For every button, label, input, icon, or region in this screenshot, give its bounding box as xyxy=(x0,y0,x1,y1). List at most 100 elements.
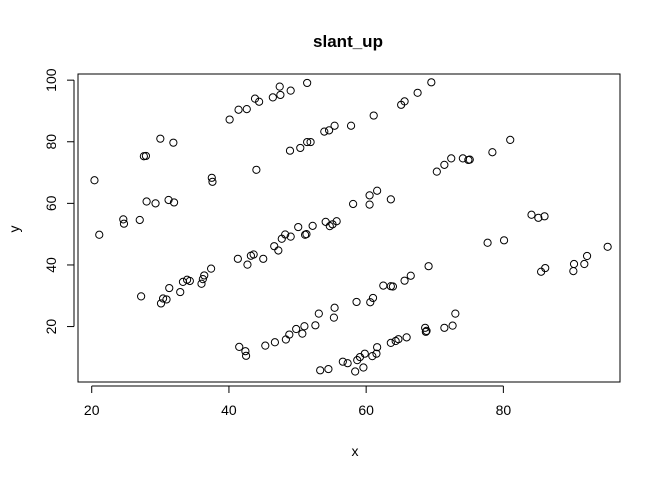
data-point xyxy=(421,327,430,336)
data-point xyxy=(119,219,129,228)
data-point xyxy=(352,297,361,307)
data-point xyxy=(308,221,317,230)
data-point xyxy=(394,335,403,344)
data-point xyxy=(142,197,151,206)
data-point xyxy=(365,200,374,209)
data-point xyxy=(198,275,207,284)
data-point xyxy=(386,338,395,347)
data-point xyxy=(320,127,329,136)
y-tick-label: 20 xyxy=(43,319,59,335)
data-point xyxy=(270,242,279,251)
data-point xyxy=(343,359,352,368)
data-point xyxy=(225,115,234,124)
data-point xyxy=(285,330,294,339)
data-point xyxy=(603,242,612,251)
data-point xyxy=(197,279,206,288)
data-point xyxy=(119,215,128,224)
data-point xyxy=(321,217,330,226)
data-point xyxy=(447,154,456,163)
data-point xyxy=(252,165,261,174)
data-point xyxy=(569,267,578,276)
data-point xyxy=(349,199,358,209)
data-point xyxy=(286,86,295,95)
data-point xyxy=(276,90,285,100)
x-tick-label: 60 xyxy=(358,402,374,418)
data-point xyxy=(324,364,333,374)
data-point xyxy=(499,236,509,245)
data-point xyxy=(360,349,369,358)
data-point xyxy=(432,167,441,176)
data-point xyxy=(353,356,362,365)
data-point xyxy=(292,324,301,334)
data-point xyxy=(259,254,268,263)
data-point xyxy=(233,254,242,263)
data-point xyxy=(208,177,217,186)
data-point xyxy=(303,78,312,88)
data-point xyxy=(255,97,264,106)
data-point xyxy=(338,357,347,366)
data-point xyxy=(465,155,474,164)
data-point xyxy=(156,134,165,143)
data-point xyxy=(311,321,320,330)
data-point xyxy=(165,283,174,293)
data-point xyxy=(243,260,252,269)
data-point xyxy=(274,246,283,255)
x-axis-label: x xyxy=(352,443,359,459)
data-point xyxy=(440,160,449,169)
data-point xyxy=(158,294,168,303)
x-axis: 20 40 60 80 xyxy=(84,385,511,418)
chart-title: slant_up xyxy=(313,32,383,51)
data-point xyxy=(569,259,579,269)
data-point xyxy=(369,111,378,120)
data-point xyxy=(451,309,460,318)
data-point xyxy=(388,282,398,291)
data-point xyxy=(296,143,305,153)
data-point xyxy=(135,215,144,225)
data-point xyxy=(200,271,209,280)
data-point xyxy=(169,138,178,147)
data-point xyxy=(373,186,382,195)
data-point xyxy=(372,349,381,358)
data-point xyxy=(448,321,457,330)
data-point xyxy=(90,176,99,185)
data-point xyxy=(330,303,339,312)
data-point xyxy=(234,105,243,114)
data-point xyxy=(95,230,104,239)
data-point xyxy=(422,326,431,335)
y-tick-label: 60 xyxy=(43,195,59,211)
data-point xyxy=(413,88,422,97)
data-point xyxy=(346,121,356,130)
data-point xyxy=(365,191,374,200)
data-point xyxy=(359,363,368,372)
data-point xyxy=(580,259,589,269)
data-point xyxy=(351,367,360,376)
data-point xyxy=(424,262,433,271)
data-point xyxy=(270,338,280,347)
data-point xyxy=(368,293,378,303)
data-point xyxy=(400,276,409,285)
data-point xyxy=(534,213,543,222)
data-point xyxy=(582,251,592,261)
data-point xyxy=(207,173,216,182)
data-point xyxy=(540,212,549,221)
data-point xyxy=(241,351,251,360)
data-point xyxy=(368,352,377,361)
data-point xyxy=(268,93,277,102)
data-point xyxy=(300,322,309,331)
data-point xyxy=(281,335,290,344)
data-point xyxy=(275,82,284,91)
data-point xyxy=(541,263,550,273)
data-point xyxy=(325,126,334,135)
data-point xyxy=(261,341,270,350)
data-point xyxy=(314,309,323,318)
data-point xyxy=(286,232,295,241)
y-tick-label: 40 xyxy=(43,257,59,273)
data-point xyxy=(137,292,146,301)
data-point xyxy=(241,347,250,356)
data-point xyxy=(329,313,339,322)
data-point xyxy=(141,151,151,161)
data-point xyxy=(316,366,325,375)
data-point xyxy=(281,230,290,239)
data-point xyxy=(483,238,492,247)
